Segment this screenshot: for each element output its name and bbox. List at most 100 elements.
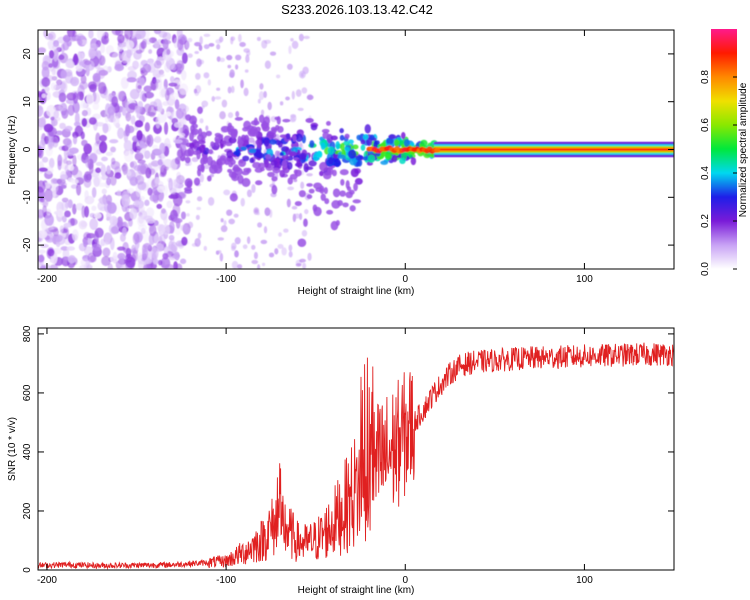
heatmap-blob <box>38 47 47 54</box>
heatmap-blob <box>240 79 244 89</box>
heatmap-blob <box>49 264 59 269</box>
heatmap-blob <box>183 149 193 157</box>
heatmap-blob <box>129 88 140 100</box>
heatmap-blob <box>142 63 152 74</box>
heatmap-blob <box>143 242 152 250</box>
heatmap-blob <box>72 154 77 167</box>
heatmap-blob <box>199 118 204 124</box>
snr-x-tick-label: 100 <box>576 575 593 586</box>
heatmap-blob <box>174 156 181 165</box>
heatmap-blob <box>72 169 83 179</box>
heatmap-blob <box>319 170 324 177</box>
heatmap-blob <box>125 100 131 113</box>
heatmap-blob <box>196 58 202 68</box>
heatmap-blob <box>256 139 262 149</box>
heatmap-blob <box>264 158 269 168</box>
colorbar-gradient <box>711 29 737 269</box>
heatmap-blob <box>257 162 266 169</box>
heatmap-blob <box>203 245 208 251</box>
heatmap-blob <box>246 167 252 174</box>
heatmap-blob <box>305 118 314 124</box>
heatmap-blob <box>197 164 205 172</box>
heatmap-blob <box>125 40 135 50</box>
heatmap-blob <box>332 160 342 167</box>
heatmap-blob <box>287 161 293 170</box>
heatmap-blob <box>106 165 111 174</box>
heatmap-blob <box>210 159 217 170</box>
heatmap-blob <box>40 264 46 269</box>
heatmap-blob <box>145 207 155 218</box>
heatmap-blob <box>274 248 279 255</box>
heatmap-blob <box>174 227 182 236</box>
heatmap-blob <box>299 258 306 263</box>
heatmap-blob <box>105 95 111 101</box>
heatmap-blob <box>342 202 349 208</box>
heatmap-blob <box>41 156 49 163</box>
heatmap-blob <box>207 79 212 86</box>
heatmap-blob <box>184 187 193 192</box>
heatmap-blob <box>40 243 49 249</box>
heatmap-blob <box>286 63 293 70</box>
heatmap-blob <box>39 196 45 203</box>
snr-x-tick-label: 0 <box>402 575 408 586</box>
colorbar-label: Normalized spectral amplitude <box>738 82 749 217</box>
heatmap-blob <box>184 130 190 136</box>
heatmap-blob <box>272 167 281 174</box>
heatmap-blob <box>364 124 371 134</box>
heatmap-blob <box>285 133 291 140</box>
heatmap-blob <box>170 92 179 100</box>
heatmap-blob <box>248 137 255 144</box>
heatmap-blob <box>153 60 162 69</box>
heatmap-blob <box>50 82 57 91</box>
heatmap-blob <box>253 251 258 260</box>
heatmap-blob <box>144 122 151 132</box>
heatmap-blob <box>403 138 410 147</box>
heatmap-blob <box>203 164 210 170</box>
heatmap-blob <box>288 251 293 258</box>
heatmap-blob <box>89 212 96 218</box>
heatmap-blob <box>196 150 201 160</box>
heatmap-blob <box>253 117 258 126</box>
heatmap-blob <box>38 123 44 131</box>
heatmap-blob <box>163 216 168 225</box>
heatmap-blob <box>114 172 122 179</box>
heatmap-blob <box>111 52 122 62</box>
heatmap-blob <box>110 226 119 234</box>
heatmap-blob <box>101 188 107 195</box>
heatmap-blob <box>197 134 205 142</box>
heatmap-blob <box>229 193 238 202</box>
heatmap-blob <box>187 221 194 229</box>
heatmap-blob <box>229 159 236 166</box>
spectrogram-x-tick-label: 100 <box>576 274 593 285</box>
heatmap-blob <box>160 257 171 269</box>
heatmap-blob <box>312 152 320 162</box>
heatmap-blob <box>181 105 190 113</box>
heatmap-blob <box>154 135 162 144</box>
heatmap-blob <box>98 82 107 94</box>
heatmap-blob <box>196 206 202 211</box>
heatmap-blob <box>340 179 345 186</box>
snr-y-tick-label: 0 <box>22 567 33 573</box>
heatmap-blob <box>326 209 334 215</box>
heatmap-blob <box>217 250 222 254</box>
heatmap-blob <box>203 44 210 50</box>
spectrogram-y-tick-label: -20 <box>22 237 33 252</box>
heatmap-blob <box>83 240 88 248</box>
heatmap-blob <box>233 213 239 218</box>
heatmap-blob <box>199 35 203 45</box>
heatmap-blob <box>146 217 156 224</box>
heatmap-blob <box>227 168 233 173</box>
heatmap-blob <box>122 162 128 176</box>
heatmap-blob <box>168 240 174 250</box>
heatmap-blob <box>95 167 102 174</box>
heatmap-blob <box>239 159 244 164</box>
heatmap-blob <box>55 130 64 136</box>
heatmap-blob <box>144 150 151 159</box>
heatmap-blob <box>347 149 357 159</box>
heatmap-blob <box>44 33 54 40</box>
heatmap-blob <box>125 256 136 269</box>
heatmap-blob <box>352 144 359 150</box>
heatmap-blob <box>56 79 63 86</box>
heatmap-blob <box>49 49 55 59</box>
